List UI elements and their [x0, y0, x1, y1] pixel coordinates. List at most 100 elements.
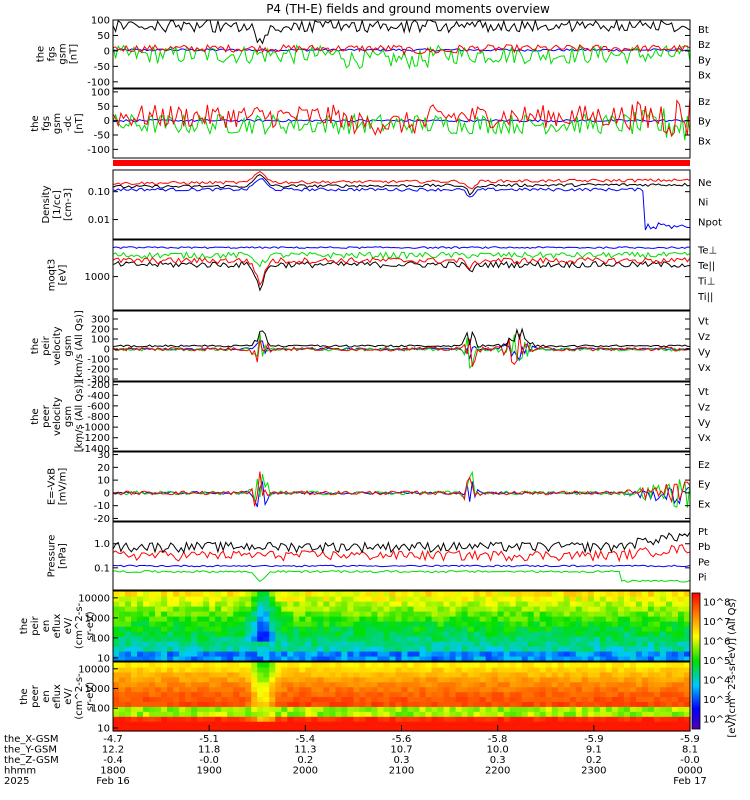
spectrogram-cell — [383, 681, 391, 688]
spectrogram-cell — [557, 691, 565, 698]
spectrogram-cell — [155, 591, 162, 597]
ytick-label: 100 — [91, 633, 110, 644]
spectrogram-cell — [437, 676, 445, 683]
spectrogram-cell — [323, 621, 330, 627]
spectrogram-cell — [527, 651, 535, 657]
spectrogram-cell — [641, 691, 649, 698]
spectrogram-cell — [347, 641, 355, 647]
spectrogram-cell — [497, 606, 505, 612]
spectrogram-cell — [119, 701, 126, 707]
spectrogram-cell — [431, 606, 439, 612]
ytick-label: 100 — [91, 16, 110, 27]
spectrogram-cell — [161, 706, 168, 712]
spectrogram-cell — [353, 646, 361, 652]
ylabel-line: (cm^2-s- — [74, 602, 85, 649]
spectrogram-cell — [395, 721, 403, 727]
spectrogram-cell — [305, 681, 312, 688]
spectrogram-cell — [569, 651, 577, 657]
spectrogram-cell — [281, 591, 288, 597]
spectrogram-cell — [455, 621, 463, 627]
spectrogram-cell — [143, 656, 150, 662]
spectrogram-cell — [275, 666, 282, 673]
spectrogram-cell — [665, 651, 673, 657]
spectrogram-cell — [395, 662, 403, 668]
spectrogram-cell — [473, 611, 481, 617]
spectrogram-cell — [173, 726, 180, 732]
spectrogram-cell — [521, 686, 529, 693]
spectrogram-cell — [671, 662, 679, 668]
spectrogram-cell — [377, 716, 385, 722]
spectrogram-cell — [341, 686, 349, 693]
spectrogram-cell — [143, 636, 150, 642]
spectrogram-cell — [329, 701, 336, 707]
spectrogram-cell — [155, 666, 162, 673]
spectrogram-cell — [131, 701, 138, 707]
spectrogram-cell — [461, 726, 469, 732]
spectrogram-cell — [419, 676, 427, 683]
spectrogram-cell — [539, 611, 547, 617]
spectrogram-cell — [227, 701, 234, 707]
spectrogram-cell — [575, 611, 583, 617]
spectrogram-cell — [113, 611, 120, 617]
spectrogram-cell — [299, 646, 306, 652]
spectrogram-cell — [611, 631, 619, 637]
spectrogram-cell — [407, 726, 415, 732]
spectrogram-cell — [581, 636, 589, 642]
spectrogram-cell — [263, 646, 270, 652]
spectrogram-cell — [569, 686, 577, 693]
spectrogram-cell — [509, 666, 517, 673]
spectrogram-cell — [233, 611, 240, 617]
spectrogram-cell — [443, 681, 451, 688]
spectrogram-cell — [203, 696, 210, 703]
spectrogram-cell — [161, 611, 168, 617]
spectrogram-cell — [485, 662, 493, 668]
spectrogram-cell — [197, 646, 204, 652]
spectrogram-cell — [431, 676, 439, 683]
spectrogram-cell — [665, 606, 673, 612]
spectrogram-cell — [479, 676, 487, 683]
spectrogram-cell — [491, 676, 499, 683]
spectrogram-cell — [563, 626, 571, 632]
spectrogram-cell — [275, 616, 282, 622]
spectrogram-cell — [401, 636, 409, 642]
spectrogram-cell — [617, 696, 625, 703]
spectrogram-cell — [371, 591, 379, 597]
spectrogram-cell — [221, 616, 228, 622]
spectrogram-cell — [245, 591, 252, 597]
spectrogram-cell — [215, 606, 222, 612]
spectrogram-cell — [317, 616, 324, 622]
spectrogram-cell — [299, 701, 306, 707]
spectrogram-cell — [407, 606, 415, 612]
spectrogram-cell — [179, 606, 186, 612]
spectrogram-cell — [215, 681, 222, 688]
spectrogram-cell — [587, 601, 595, 607]
spectrogram-cell — [539, 662, 547, 668]
spectrogram-cell — [401, 666, 409, 673]
spectrogram-cell — [491, 631, 499, 637]
spectrogram-cell — [521, 681, 529, 688]
spectrogram-cell — [527, 681, 535, 688]
spectrogram-cell — [293, 701, 300, 707]
spectrogram-cell — [551, 611, 559, 617]
spectrogram-cell — [419, 656, 427, 662]
spectrogram-cell — [683, 641, 691, 647]
spectrogram-cell — [197, 721, 204, 727]
spectrogram-cell — [239, 691, 246, 698]
spectrogram-cell — [581, 621, 589, 627]
spectrogram-cell — [635, 711, 643, 717]
spectrogram-cell — [371, 666, 379, 673]
spectrogram-cell — [677, 631, 685, 637]
spectrogram-cell — [599, 636, 607, 642]
spectrogram-cell — [323, 701, 330, 707]
spectrogram-cell — [473, 691, 481, 698]
spectrogram-cell — [461, 641, 469, 647]
spectrogram-cell — [473, 596, 481, 602]
spectrogram-cell — [137, 686, 144, 693]
spectrogram-cell — [593, 621, 601, 627]
spectrogram-cell — [215, 601, 222, 607]
spectrogram-cell — [233, 676, 240, 683]
spectrogram-cell — [407, 596, 415, 602]
spectrogram-cell — [593, 721, 601, 727]
spectrogram-cell — [227, 626, 234, 632]
spectrogram-cell — [131, 596, 138, 602]
